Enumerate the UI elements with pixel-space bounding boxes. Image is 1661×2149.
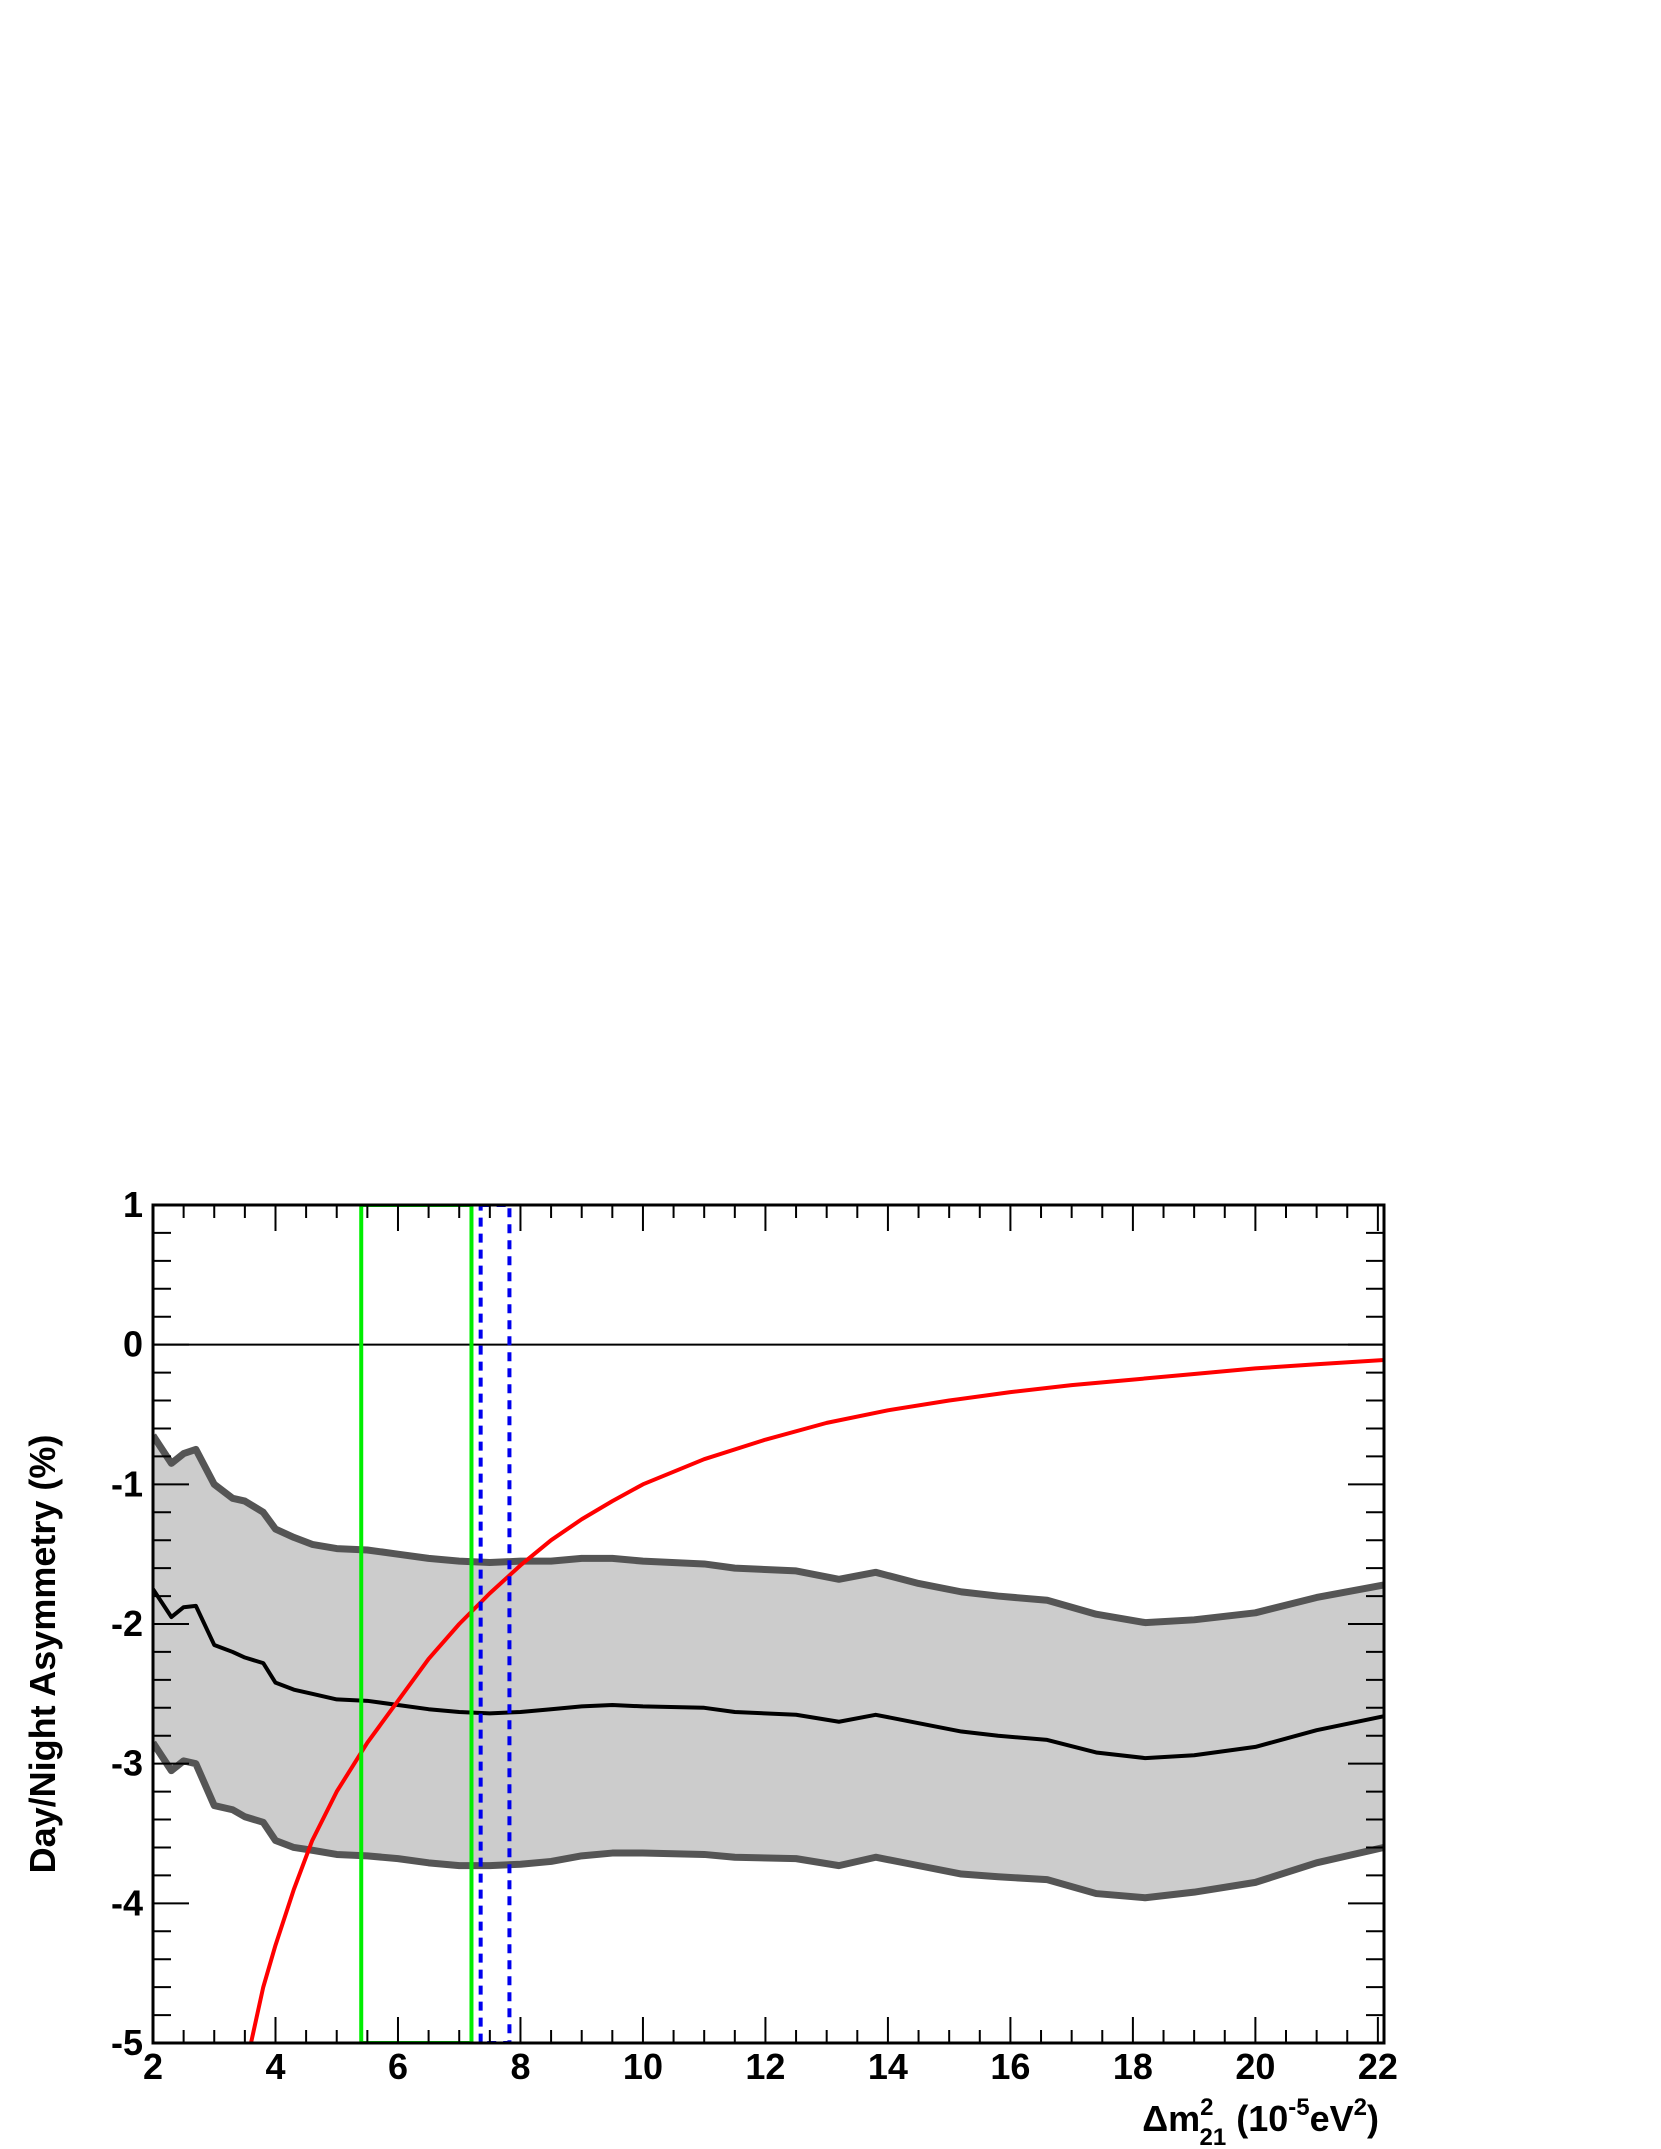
x-tick-label: 22 (1358, 2046, 1398, 2087)
x-tick-label: 20 (1235, 2046, 1275, 2087)
blue-region-box (478, 1205, 512, 2043)
y-tick-label: 1 (123, 1184, 143, 1225)
uncertainty-band (153, 1435, 1384, 1898)
band-lower-edge (153, 1740, 1384, 1902)
y-axis-label: Day/Night Asymmetry (%) (22, 1435, 63, 1874)
x-tick-label: 8 (510, 2046, 530, 2087)
x-tick-label: 18 (1113, 2046, 1153, 2087)
x-tick-label: 10 (623, 2046, 663, 2087)
x-tick-label: 4 (265, 2046, 285, 2087)
x-tick-label: 14 (868, 2046, 908, 2087)
y-tick-label: -2 (111, 1603, 143, 1644)
y-tick-label: -3 (111, 1743, 143, 1784)
central-value-line (153, 1587, 1384, 1761)
y-tick-label: -1 (111, 1463, 143, 1504)
x-tick-label: 16 (990, 2046, 1030, 2087)
y-tick-label: -4 (111, 1882, 143, 1923)
y-tick-label: -5 (111, 2022, 143, 2063)
plot-area (153, 1205, 1384, 2043)
y-tick-label: 0 (123, 1324, 143, 1365)
x-axis-label: Δm2 21 (10-5eV2) (1142, 2094, 1379, 2149)
green-region-box (359, 1205, 474, 2043)
x-tick-label: 12 (745, 2046, 785, 2087)
x-tick-label: 6 (388, 2046, 408, 2087)
x-tick-label: 2 (143, 2046, 163, 2087)
prediction-curve (249, 1358, 1384, 2043)
axis-ticks (152, 1204, 1384, 2044)
band-upper-edge (153, 1433, 1384, 1627)
